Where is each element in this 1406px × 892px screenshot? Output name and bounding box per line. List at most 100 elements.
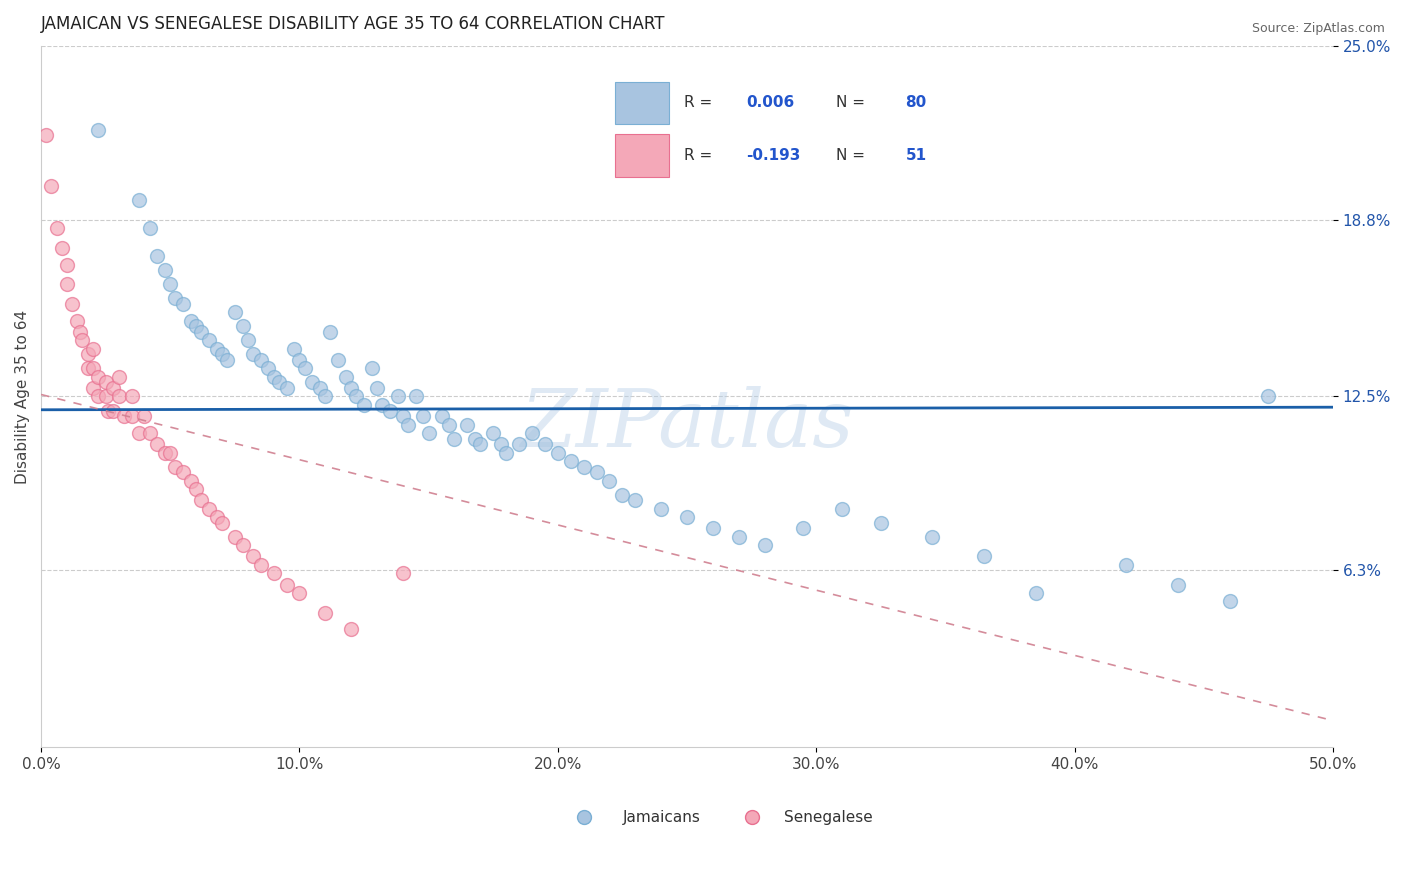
Point bbox=[309, 381, 332, 395]
Point bbox=[249, 353, 271, 368]
Point bbox=[146, 437, 169, 451]
Point bbox=[288, 353, 311, 368]
Point bbox=[56, 277, 79, 292]
Point bbox=[107, 389, 129, 403]
Point bbox=[560, 454, 582, 468]
Point bbox=[224, 305, 246, 319]
Point bbox=[366, 381, 388, 395]
Point bbox=[184, 482, 207, 496]
Point bbox=[134, 409, 156, 424]
Point bbox=[572, 459, 595, 474]
Point bbox=[301, 376, 323, 390]
Point bbox=[921, 530, 943, 544]
Point bbox=[76, 361, 98, 376]
Point bbox=[224, 530, 246, 544]
Point bbox=[378, 403, 401, 417]
Point bbox=[1115, 558, 1137, 572]
Point bbox=[87, 369, 110, 384]
Point bbox=[69, 325, 91, 339]
Y-axis label: Disability Age 35 to 64: Disability Age 35 to 64 bbox=[15, 310, 30, 483]
Point bbox=[456, 417, 478, 432]
Point bbox=[211, 516, 233, 530]
Point bbox=[1025, 586, 1047, 600]
Point bbox=[650, 501, 672, 516]
Point bbox=[344, 389, 367, 403]
Point bbox=[257, 361, 280, 376]
Point bbox=[353, 398, 375, 412]
Point bbox=[869, 516, 891, 530]
Point bbox=[508, 437, 530, 451]
Point bbox=[198, 334, 221, 348]
Point bbox=[121, 389, 143, 403]
Point bbox=[387, 389, 409, 403]
Point bbox=[249, 558, 271, 572]
Point bbox=[1257, 389, 1279, 403]
Point bbox=[612, 488, 634, 502]
Point bbox=[391, 409, 413, 424]
Point bbox=[314, 389, 336, 403]
Point bbox=[190, 325, 212, 339]
Point bbox=[76, 347, 98, 361]
Point bbox=[319, 325, 342, 339]
Point bbox=[82, 361, 104, 376]
Point bbox=[412, 409, 434, 424]
Point bbox=[263, 369, 285, 384]
Point bbox=[340, 623, 363, 637]
Point bbox=[146, 249, 169, 263]
Point bbox=[727, 530, 749, 544]
Point bbox=[198, 501, 221, 516]
Point bbox=[495, 445, 517, 459]
Point bbox=[585, 465, 607, 479]
Point bbox=[263, 566, 285, 581]
Point bbox=[190, 493, 212, 508]
Point bbox=[754, 538, 776, 552]
Point bbox=[831, 501, 853, 516]
Point bbox=[396, 417, 419, 432]
Text: Senegalese: Senegalese bbox=[785, 810, 873, 825]
Point bbox=[676, 510, 699, 524]
Point bbox=[236, 334, 259, 348]
Point bbox=[391, 566, 413, 581]
Point bbox=[56, 258, 79, 272]
Point bbox=[267, 376, 290, 390]
Point bbox=[418, 425, 440, 440]
Point bbox=[489, 437, 512, 451]
Point bbox=[172, 465, 194, 479]
Point bbox=[112, 409, 135, 424]
Point bbox=[60, 297, 83, 311]
Point bbox=[184, 319, 207, 334]
Text: JAMAICAN VS SENEGALESE DISABILITY AGE 35 TO 64 CORRELATION CHART: JAMAICAN VS SENEGALESE DISABILITY AGE 35… bbox=[41, 15, 665, 33]
Point bbox=[153, 263, 176, 277]
Point bbox=[41, 179, 63, 194]
Point bbox=[103, 381, 125, 395]
Point bbox=[103, 403, 125, 417]
Point bbox=[128, 193, 150, 207]
Point bbox=[232, 538, 254, 552]
Point bbox=[232, 319, 254, 334]
Point bbox=[276, 577, 298, 591]
Point bbox=[159, 445, 181, 459]
Point bbox=[97, 403, 120, 417]
Point bbox=[138, 221, 160, 235]
Point bbox=[335, 369, 357, 384]
Point bbox=[439, 417, 461, 432]
Point bbox=[430, 409, 453, 424]
Point bbox=[211, 347, 233, 361]
Point bbox=[180, 314, 202, 328]
Point bbox=[464, 432, 486, 446]
Point bbox=[598, 474, 620, 488]
Point bbox=[87, 123, 110, 137]
Point bbox=[371, 398, 394, 412]
Point bbox=[51, 241, 73, 255]
Point bbox=[276, 381, 298, 395]
Point bbox=[45, 221, 67, 235]
Point bbox=[534, 437, 557, 451]
Point bbox=[482, 425, 505, 440]
Point bbox=[470, 437, 492, 451]
Point bbox=[314, 606, 336, 620]
Point bbox=[121, 409, 143, 424]
Point bbox=[180, 474, 202, 488]
Point bbox=[138, 425, 160, 440]
Point bbox=[128, 425, 150, 440]
Point bbox=[702, 521, 724, 535]
